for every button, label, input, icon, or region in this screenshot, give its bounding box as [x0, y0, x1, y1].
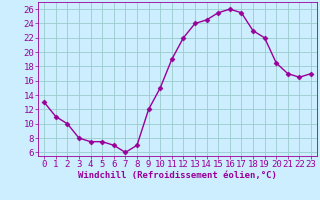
- X-axis label: Windchill (Refroidissement éolien,°C): Windchill (Refroidissement éolien,°C): [78, 171, 277, 180]
